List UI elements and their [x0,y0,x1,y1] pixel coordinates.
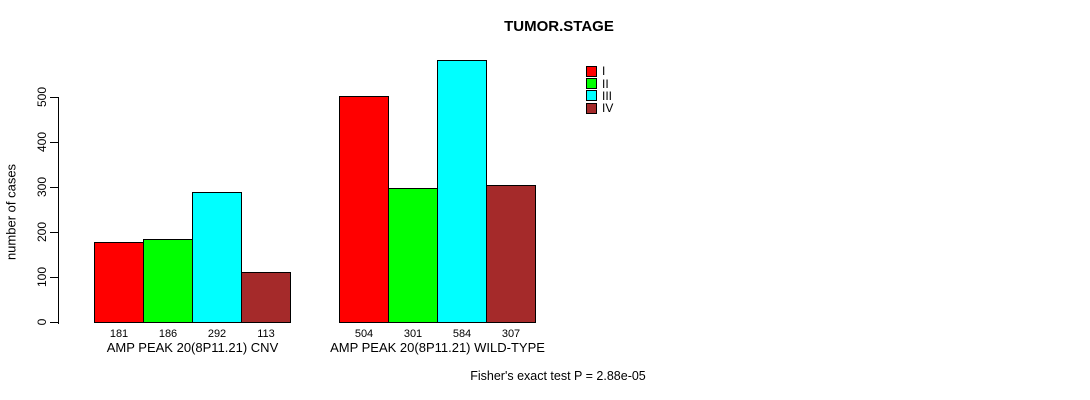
legend-item-ii: II [586,76,613,91]
bar-i-group2 [339,96,389,323]
legend-swatch-icon [586,102,597,114]
bar-value-label: 113 [257,328,275,340]
y-tick-label: 0 [35,318,49,326]
legend-swatch-icon [586,90,597,102]
y-tick-mark [50,322,58,323]
bar-value-label: 504 [354,328,374,340]
legend-item-i: I [586,65,613,77]
legend-swatch-icon [586,78,597,90]
legend: I II III IV [586,65,613,115]
bar-ii-group1 [143,239,193,323]
y-tick-mark [50,97,58,98]
bar-i-group1 [94,242,144,323]
fisher-test-annotation: Fisher's exact test P = 2.88e-05 [470,369,646,383]
y-axis-label: number of cases [3,163,19,261]
y-tick-label: 200 [35,221,49,243]
chart-title: TUMOR.STAGE [504,18,614,35]
legend-label: II [602,76,609,91]
legend-label: IV [602,101,614,116]
bar-iv-group2 [486,185,536,323]
bar-iv-group1 [241,272,291,323]
y-tick-label: 500 [35,86,49,108]
group-label: AMP PEAK 20(8P11.21) WILD-TYPE [330,340,545,355]
y-tick-mark [50,187,58,188]
bar-value-label: 301 [403,328,423,340]
group-label: AMP PEAK 20(8P11.21) CNV [106,340,279,355]
legend-item-iv: IV [586,102,613,114]
legend-swatch-icon [586,65,597,77]
bar-value-label: 307 [501,328,521,340]
y-tick-label: 400 [35,131,49,153]
y-tick-label: 100 [35,266,49,288]
y-axis-line [58,97,59,324]
bar-value-label: 584 [452,328,472,340]
y-tick-mark [50,277,58,278]
bar-ii-group2 [388,188,438,323]
bar-iii-group1 [192,192,242,323]
bar-iii-group2 [437,60,487,323]
y-tick-label: 300 [35,176,49,198]
y-tick-mark [50,142,58,143]
legend-label: III [602,88,613,103]
legend-item-iii: III [586,90,613,102]
bar-value-label: 181 [109,328,129,340]
bar-value-label: 186 [158,328,178,340]
legend-label: I [602,64,606,79]
bar-value-label: 292 [207,328,227,340]
y-tick-mark [50,232,58,233]
